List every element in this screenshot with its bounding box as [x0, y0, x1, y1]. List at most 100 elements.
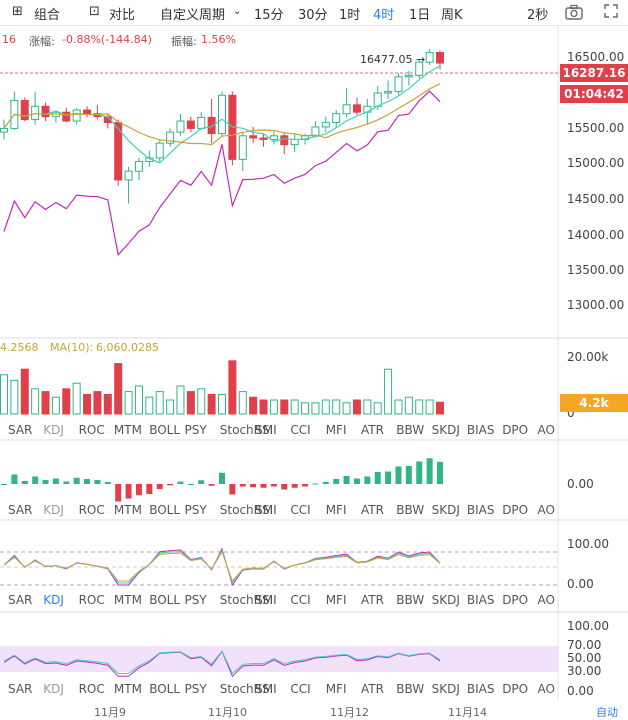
period-4h[interactable]: 4时 — [373, 8, 395, 23]
indicator-tab-kdj[interactable]: KDJ — [43, 593, 64, 607]
period-30m[interactable]: 30分 — [298, 8, 328, 23]
indicator-tab-psy[interactable]: PSY — [184, 593, 207, 607]
indicator-tab-bias[interactable]: BIAS — [466, 503, 495, 517]
indicator-tab-cci[interactable]: CCI — [290, 682, 311, 696]
chevron-down-icon[interactable]: ⌄ — [233, 6, 242, 17]
indicator-tab-smi[interactable]: SMI — [255, 593, 277, 607]
indicator-tab-sar[interactable]: SAR — [8, 503, 33, 517]
indicator-tab-skdj[interactable]: SKDJ — [431, 682, 460, 696]
period-1h[interactable]: 1时 — [339, 8, 361, 23]
compare-icon[interactable]: ⊡ — [89, 4, 100, 19]
indicator-tab-mtm[interactable]: MTM — [113, 682, 142, 696]
indicator-tab-ao[interactable]: AO — [537, 423, 555, 437]
volume-bar — [238, 391, 247, 415]
indicator-tab-mtm[interactable]: MTM — [113, 423, 142, 437]
indicator-tab-sar[interactable]: SAR — [8, 423, 33, 437]
ma5-line — [3, 65, 441, 164]
indicator-tab-psy[interactable]: PSY — [184, 423, 207, 437]
indicator-tab-sar[interactable]: SAR — [8, 682, 33, 696]
macd-bar — [125, 484, 132, 499]
indicator-tab-kdj[interactable]: KDJ — [43, 423, 64, 437]
indicator-tab-atr[interactable]: ATR — [361, 503, 384, 517]
indicator-tab-smi[interactable]: SMI — [255, 503, 277, 517]
candle-body — [259, 137, 268, 140]
volume-bar — [83, 393, 92, 415]
indicator-tab-roc[interactable]: ROC — [78, 423, 105, 437]
compare-button[interactable]: 对比 — [109, 8, 136, 23]
indicator-tab-sar[interactable]: SAR — [8, 593, 33, 607]
indicator-tab-atr[interactable]: ATR — [361, 682, 384, 696]
indicator-tab-skdj[interactable]: SKDJ — [431, 503, 460, 517]
indicator-tab-bias[interactable]: BIAS — [466, 423, 495, 437]
candle-body — [176, 120, 185, 133]
indicator-tab-bbw[interactable]: BBW — [396, 593, 425, 607]
combo-button[interactable]: 组合 — [34, 8, 61, 23]
volume-bar — [311, 402, 320, 415]
volume-bar — [342, 402, 351, 415]
indicator-tab-mfi[interactable]: MFI — [325, 593, 347, 607]
indicator-tab-mtm[interactable]: MTM — [113, 593, 142, 607]
indicator-tab-smi[interactable]: SMI — [255, 423, 277, 437]
indicator-tab-stochrsi[interactable]: StochRSI — [219, 423, 274, 437]
indicator-tab-ao[interactable]: AO — [537, 593, 555, 607]
indicator-tab-boll[interactable]: BOLL — [149, 682, 181, 696]
indicator-tab-cci[interactable]: CCI — [290, 503, 311, 517]
indicator-tab-bbw[interactable]: BBW — [396, 503, 425, 517]
candle-body — [124, 170, 133, 181]
indicator-tab-mfi[interactable]: MFI — [325, 682, 347, 696]
indicator-tab-cci[interactable]: CCI — [290, 423, 311, 437]
indicator-tab-cci[interactable]: CCI — [290, 593, 311, 607]
volume-bar — [321, 399, 330, 415]
indicator-tab-roc[interactable]: ROC — [78, 593, 105, 607]
candle-body — [83, 109, 92, 115]
indicator-tab-kdj[interactable]: KDJ — [43, 682, 64, 696]
period-15m[interactable]: 15分 — [254, 8, 284, 23]
indicator-tab-atr[interactable]: ATR — [361, 593, 384, 607]
indicator-tab-roc[interactable]: ROC — [78, 682, 105, 696]
indicator-tab-stochrsi[interactable]: StochRSI — [219, 682, 274, 696]
indicator-tab-dpo[interactable]: DPO — [502, 503, 529, 517]
indicator-tab-dpo[interactable]: DPO — [502, 423, 529, 437]
price-axis-14000: 14000.00 — [567, 228, 625, 242]
indicator-tab-psy[interactable]: PSY — [184, 503, 207, 517]
macd-bar — [135, 484, 142, 496]
indicator-tab-stochrsi[interactable]: StochRSI — [219, 593, 274, 607]
custom-period-dropdown[interactable]: 自定义周期 — [160, 8, 226, 23]
indicator-tab-bbw[interactable]: BBW — [396, 423, 425, 437]
indicator-tab-skdj[interactable]: SKDJ — [431, 593, 460, 607]
fullscreen-icon[interactable] — [604, 4, 618, 22]
camera-icon[interactable] — [565, 4, 583, 24]
indicator-tab-dpo[interactable]: DPO — [502, 682, 529, 696]
indicator-tab-ao[interactable]: AO — [537, 682, 555, 696]
refresh-interval[interactable]: 2秒 — [527, 8, 549, 23]
indicator-tab-kdj[interactable]: KDJ — [43, 503, 64, 517]
indicator-tab-skdj[interactable]: SKDJ — [431, 423, 460, 437]
indicator-tab-boll[interactable]: BOLL — [149, 593, 181, 607]
indicator-tab-boll[interactable]: BOLL — [149, 423, 181, 437]
volume-bar — [41, 391, 50, 415]
indicator-tab-mfi[interactable]: MFI — [325, 423, 347, 437]
indicator-tab-bias[interactable]: BIAS — [466, 682, 495, 696]
indicator-tab-smi[interactable]: SMI — [255, 682, 277, 696]
indicator-tab-stochrsi[interactable]: StochRSI — [219, 503, 274, 517]
indicator-tab-mfi[interactable]: MFI — [325, 503, 347, 517]
indicator-tab-psy[interactable]: PSY — [184, 682, 207, 696]
indicator-tab-roc[interactable]: ROC — [78, 503, 105, 517]
combo-icon[interactable]: ⊞ — [12, 4, 23, 19]
indicator-tab-bbw[interactable]: BBW — [396, 682, 425, 696]
indicator-tab-boll[interactable]: BOLL — [149, 503, 181, 517]
auto-scale-toggle[interactable]: 自动 — [596, 706, 618, 719]
period-week[interactable]: 周K — [441, 8, 463, 23]
period-1d[interactable]: 1日 — [409, 8, 431, 23]
macd-bar — [405, 466, 412, 484]
date-label-1: 11月9 — [94, 706, 126, 719]
indicator-tab-mtm[interactable]: MTM — [113, 503, 142, 517]
rsi-axis-50: 50.00 — [567, 651, 602, 665]
indicator-tab-ao[interactable]: AO — [537, 503, 555, 517]
indicator-tab-atr[interactable]: ATR — [361, 423, 384, 437]
indicator-tab-dpo[interactable]: DPO — [502, 593, 529, 607]
price-axis-14500: 14500.00 — [567, 192, 625, 206]
candle-body — [218, 94, 226, 135]
indicator-tab-bias[interactable]: BIAS — [466, 593, 495, 607]
